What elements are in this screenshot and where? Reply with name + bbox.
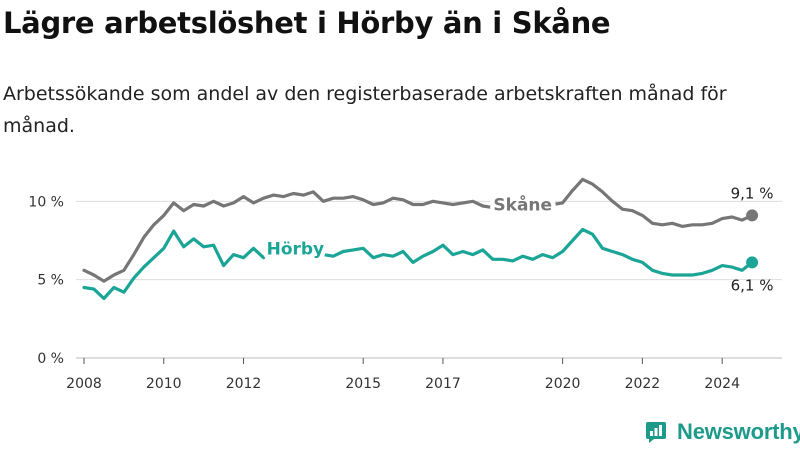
series-label-skane: Skåne	[493, 193, 552, 215]
y-tick-label: 10 %	[28, 194, 64, 210]
x-tick-label: 2010	[146, 376, 182, 392]
x-tick-label: 2022	[625, 376, 661, 392]
x-tick-label: 2008	[66, 376, 102, 392]
series-label-horby: Hörby	[267, 239, 325, 259]
end-marker-skane	[746, 209, 759, 222]
bar-chart-icon	[646, 422, 666, 443]
y-tick-label: 5 %	[37, 273, 64, 289]
newsworthy-logo: Newsworthy	[645, 419, 800, 445]
x-tick-label: 2017	[425, 376, 461, 392]
chart-subtitle: Arbetssökande som andel av den registerb…	[3, 83, 727, 137]
y-tick-label: 0 %	[37, 351, 64, 367]
x-tick-label: 2020	[545, 376, 581, 392]
horby-line	[82, 227, 754, 301]
end-marker-horby	[746, 256, 759, 269]
chart-title: Lägre arbetslöshet i Hörby än i Skåne	[3, 6, 611, 40]
x-tick-label: 2015	[345, 376, 381, 392]
end-label-skane: 9,1 %	[731, 184, 774, 202]
x-tick-label: 2024	[704, 376, 740, 392]
skane-line	[82, 177, 754, 283]
end-label-horby: 6,1 %	[731, 276, 774, 294]
x-tick-label: 2012	[226, 376, 262, 392]
brand-name: Newsworthy	[677, 419, 800, 444]
